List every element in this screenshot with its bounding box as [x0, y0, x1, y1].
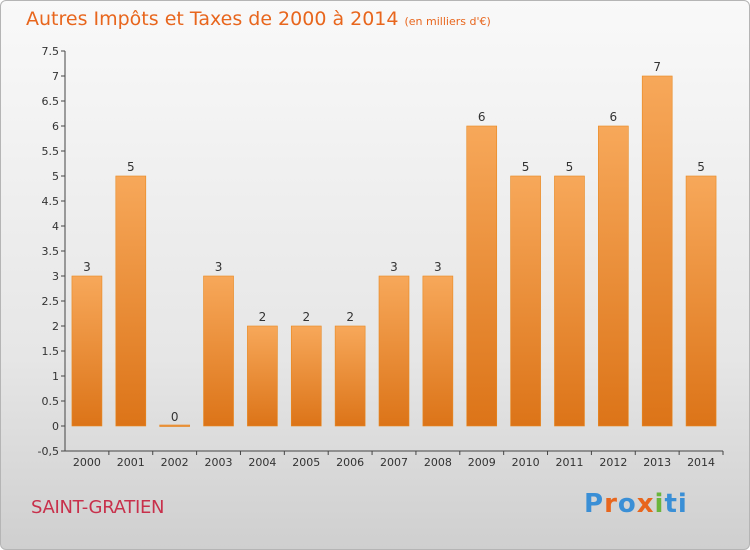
- bar: [378, 275, 410, 427]
- bar: [115, 175, 147, 427]
- x-tick-label: 2011: [555, 456, 583, 469]
- x-tick-label: 2010: [512, 456, 540, 469]
- bar: [466, 125, 498, 427]
- x-tick-label: 2012: [599, 456, 627, 469]
- data-label: 6: [478, 110, 486, 124]
- x-tick-label: 2000: [73, 456, 101, 469]
- y-tick-label: 3.5: [42, 245, 60, 258]
- y-tick-label: 4: [52, 220, 59, 233]
- x-tick-label: 2013: [643, 456, 671, 469]
- data-label: 5: [127, 160, 135, 174]
- y-tick-label: 3: [52, 270, 59, 283]
- bar: [598, 125, 629, 427]
- x-tick-label: 2008: [424, 456, 452, 469]
- x-tick-label: 2006: [336, 456, 364, 469]
- data-label: 5: [566, 160, 574, 174]
- data-label: 3: [83, 260, 91, 274]
- y-tick-label: 0.5: [42, 395, 60, 408]
- title-text: Autres Impôts et Taxes de 2000 à 2014: [26, 8, 399, 30]
- y-tick-label: 4.5: [42, 195, 60, 208]
- y-tick-label: 0: [52, 420, 59, 433]
- y-tick-label: 7: [52, 70, 59, 83]
- x-tick-label: 2002: [161, 456, 189, 469]
- x-tick-label: 2004: [248, 456, 276, 469]
- chart-title: Autres Impôts et Taxes de 2000 à 2014 (en…: [26, 8, 491, 30]
- bar: [554, 175, 585, 427]
- y-tick-label: 2.5: [42, 295, 60, 308]
- data-label: 0: [171, 410, 179, 424]
- data-label: 5: [697, 160, 705, 174]
- x-tick-label: 2005: [292, 456, 320, 469]
- data-label: 3: [434, 260, 442, 274]
- bar: [334, 325, 366, 427]
- bar: [685, 175, 717, 427]
- bar: [641, 75, 673, 427]
- data-label: 5: [522, 160, 530, 174]
- data-label: 6: [610, 110, 618, 124]
- y-tick-label: 1.5: [42, 345, 60, 358]
- bar: [247, 325, 278, 427]
- bar: [290, 325, 322, 427]
- proxiti-logo: Proxiti: [584, 489, 688, 519]
- x-tick-label: 2014: [687, 456, 715, 469]
- y-tick-label: 5.5: [42, 145, 60, 158]
- x-tick-label: 2009: [468, 456, 496, 469]
- x-tick-label: 2007: [380, 456, 408, 469]
- y-tick-label: 2: [52, 320, 59, 333]
- bar: [422, 275, 454, 427]
- bar: [71, 275, 103, 427]
- data-label: 2: [346, 310, 354, 324]
- chart-subtitle: (en milliers d'€): [404, 15, 491, 28]
- data-label: 3: [390, 260, 398, 274]
- y-tick-label: 5: [52, 170, 59, 183]
- x-tick-label: 2001: [117, 456, 145, 469]
- data-label: 7: [653, 60, 661, 74]
- y-tick-label: 7.5: [42, 45, 60, 58]
- bar: [159, 424, 190, 427]
- y-tick-label: 1: [52, 370, 59, 383]
- data-label: 2: [302, 310, 310, 324]
- y-tick-label: 6.5: [42, 95, 60, 108]
- y-tick-label: 6: [52, 120, 59, 133]
- place-name: SAINT-GRATIEN: [31, 497, 165, 518]
- bar: [203, 275, 234, 427]
- y-tick-label: -0,5: [38, 445, 59, 458]
- bar: [510, 175, 541, 427]
- data-label: 3: [215, 260, 223, 274]
- x-tick-label: 2003: [205, 456, 233, 469]
- data-label: 2: [259, 310, 267, 324]
